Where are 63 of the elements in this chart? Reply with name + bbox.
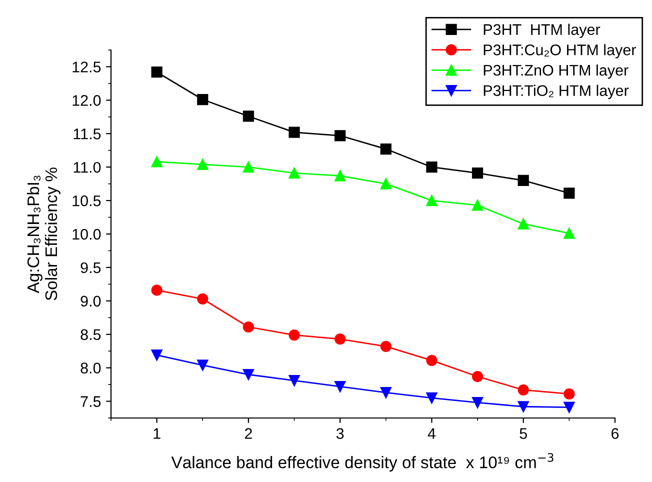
y-tick-label: 10.0: [72, 228, 101, 240]
point: [151, 156, 162, 168]
point: [518, 174, 529, 186]
point: [380, 178, 392, 190]
legend-label: P3HT:ZnO HTM layer: [484, 64, 628, 79]
point: [564, 388, 575, 400]
x-tick-label: 5: [520, 428, 527, 439]
y-tick-label: 12.5: [72, 62, 101, 72]
point: [564, 188, 575, 199]
point: [197, 158, 208, 170]
y-tick-label: 9.5: [80, 262, 101, 274]
point: [518, 384, 529, 396]
point: [288, 329, 300, 341]
point: [197, 360, 208, 371]
y-tick-label: 11.5: [74, 128, 101, 140]
legend-label: P3HT HTM layer: [484, 24, 600, 38]
point: [242, 368, 254, 380]
x-tick-label: 2: [244, 428, 252, 439]
y-tick-label: 10.5: [72, 195, 101, 206]
y-tick-label: 11.0: [74, 162, 101, 173]
point: [472, 200, 484, 211]
point: [334, 380, 346, 392]
x-tick-label: 6: [612, 428, 619, 439]
point: [242, 321, 254, 333]
x-tick-label: 4: [428, 428, 436, 439]
point: [426, 162, 438, 173]
y-tick-label: 7.5: [80, 396, 101, 407]
point: [380, 340, 392, 352]
y-axis-title: Ag:CH₃NH₃PbI₃ Solar Efficiency %: [26, 168, 60, 300]
y-tick-label: 12.0: [72, 95, 101, 106]
point: [288, 126, 300, 138]
point: [197, 94, 208, 106]
point: [564, 402, 575, 413]
point: [288, 168, 300, 179]
y-tick-label: 8.5: [80, 329, 101, 340]
point: [334, 333, 346, 345]
point: [472, 397, 484, 408]
point: [334, 170, 346, 182]
point: [380, 387, 392, 398]
point: [288, 374, 300, 386]
point: [564, 228, 575, 239]
x-tick-label: 3: [336, 428, 344, 439]
legend-label: P3HT:Cu₂O HTM layer: [484, 44, 636, 58]
x-axis-title: Valance band effective density of state x 10¹⁹ cm$^{−3}$: [171, 453, 554, 472]
y-tick-label: 9.0: [80, 296, 101, 307]
point: [472, 370, 484, 382]
point: [518, 401, 529, 412]
point: [242, 110, 254, 122]
point: [334, 130, 346, 142]
point: [151, 350, 162, 361]
point: [426, 194, 438, 206]
point: [151, 66, 162, 78]
point: [242, 162, 254, 173]
point: [380, 143, 392, 155]
point: [518, 218, 529, 230]
legend-label: P3HT:TiO₂ HTM layer: [484, 84, 629, 100]
y-tick-label: 8.0: [80, 362, 101, 374]
point: [426, 354, 438, 366]
point: [426, 392, 438, 404]
point: [197, 293, 208, 304]
point: [151, 284, 162, 296]
x-tick-label: 1: [154, 428, 160, 439]
point: [472, 168, 484, 179]
